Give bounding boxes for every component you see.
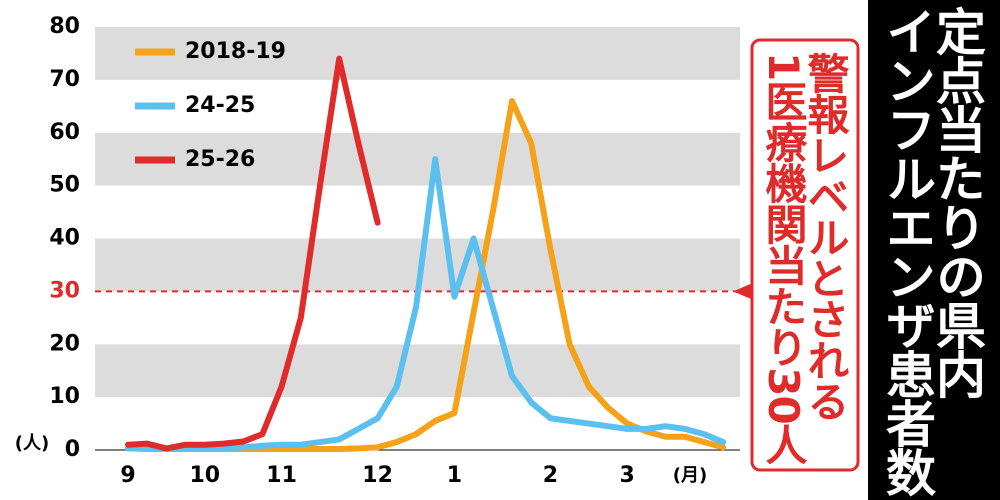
grid-band [95,185,740,239]
x-tick-label: 2 [543,463,558,488]
grid-band [95,344,740,398]
y-tick-label: 10 [49,384,80,409]
series-line [125,55,381,452]
annotation-line: 警報レベルとされる [801,52,850,421]
x-unit: (月) [673,465,707,486]
grid-band [95,132,740,186]
title-line: 定点当たりの県内 [928,6,986,398]
annotation: 警報レベルとされる 1医療機関当たり30人 [759,52,850,465]
x-tick-label: 1 [447,463,462,488]
y-unit: (人) [15,433,49,454]
annotation-box [750,38,860,472]
y-tick-label: 50 [49,173,80,198]
y-tick-label: 40 [49,226,80,251]
legend-label: 24-25 [185,93,255,118]
x-tick-label: 3 [620,463,635,488]
title-line: インフルエンザ患者数 [878,6,936,496]
x-tick-label: 12 [362,463,393,488]
series-line [125,156,727,452]
x-tick-label: 10 [189,463,220,488]
annotation-arrow [733,283,752,300]
annotation-line: 1医療機関当たり30人 [759,52,808,465]
y-tick-label: 0 [65,437,80,462]
legend-label: 25-26 [185,147,255,172]
y-tick-label: 30 [49,278,80,303]
y-tick-label: 20 [49,331,80,356]
y-tick-label: 80 [49,14,80,39]
x-tick-label: 11 [266,463,297,488]
grid-band [95,27,740,80]
title: 定点当たりの県内 インフルエンザ患者数 [878,6,986,496]
y-tick-label: 60 [49,120,80,145]
x-tick-label: 9 [120,463,135,488]
y-tick-label: 70 [49,67,80,92]
legend-label: 2018-19 [185,39,286,64]
grid-band [95,79,740,133]
title-panel [868,0,1000,500]
